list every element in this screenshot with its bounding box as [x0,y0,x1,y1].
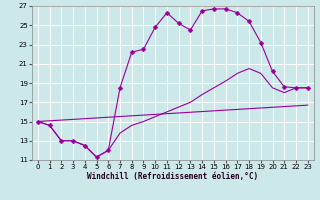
X-axis label: Windchill (Refroidissement éolien,°C): Windchill (Refroidissement éolien,°C) [87,172,258,181]
